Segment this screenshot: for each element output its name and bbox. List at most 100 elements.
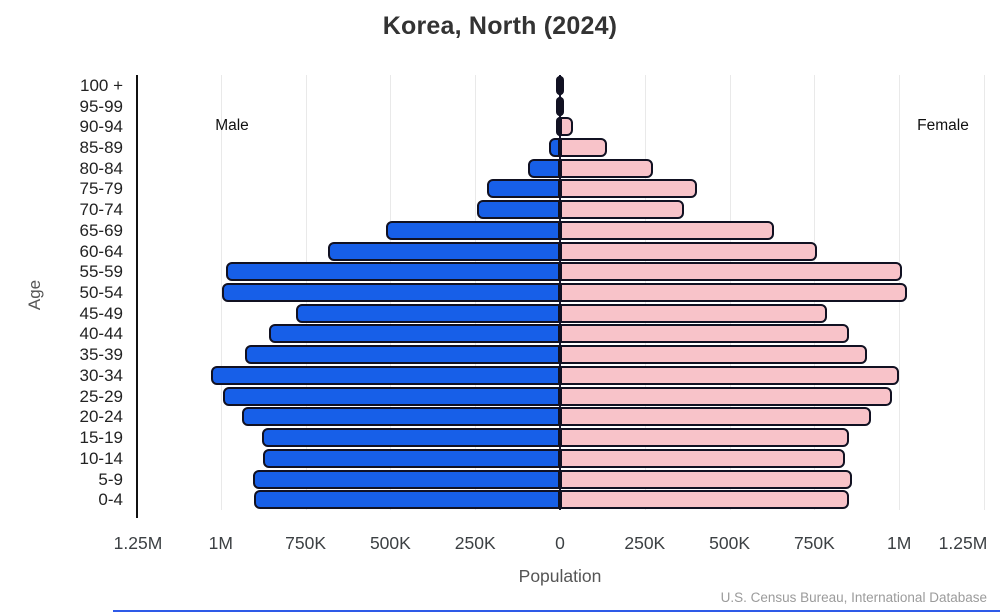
female-bar-0-4 <box>560 490 849 510</box>
male-bar-0-4 <box>253 490 560 510</box>
age-group-label: 40-44 <box>79 324 123 344</box>
pyramid-bars <box>137 75 985 510</box>
gridline <box>220 75 222 510</box>
male-bar-10-14 <box>263 448 560 468</box>
male-bar-35-39 <box>245 345 560 365</box>
pyramid-row <box>137 199 985 220</box>
source-attribution: U.S. Census Bureau, International Databa… <box>720 590 987 605</box>
male-bar-90-94 <box>556 117 560 137</box>
pyramid-row <box>137 158 985 179</box>
age-group-label: 85-89 <box>79 138 123 158</box>
pyramid-row <box>137 344 985 365</box>
pyramid-row <box>137 261 985 282</box>
male-bar-60-64 <box>327 241 560 261</box>
y-axis-line <box>136 75 138 518</box>
pyramid-row <box>137 137 985 158</box>
male-bar-25-29 <box>222 386 560 406</box>
female-bar-30-34 <box>560 365 899 385</box>
population-tick-label: 1M <box>887 533 912 553</box>
age-group-label: 70-74 <box>79 200 123 220</box>
age-group-label: 45-49 <box>79 303 123 323</box>
population-tick-label: 250K <box>624 533 666 553</box>
pyramid-row <box>137 365 985 386</box>
age-group-label: 15-19 <box>79 428 123 448</box>
population-tick-label: 750K <box>793 533 835 553</box>
population-tick-label: 750K <box>285 533 327 553</box>
age-group-label: 60-64 <box>79 241 123 261</box>
population-tick-label: 500K <box>709 533 751 553</box>
female-series-label: Female <box>917 117 969 134</box>
pyramid-row <box>137 75 985 96</box>
female-bar-35-39 <box>560 345 867 365</box>
population-tick-label: 1.25M <box>938 533 988 553</box>
population-pyramid-chart <box>136 75 985 510</box>
age-group-label: 0-4 <box>98 490 123 510</box>
population-tick-label: 1M <box>208 533 233 553</box>
female-bar-50-54 <box>560 283 907 303</box>
population-axis-tick-labels: 1.25M 1M 750K 500K 250K 0 250K 500K 750K 1M 1.25M <box>0 533 1000 557</box>
pyramid-row <box>137 96 985 117</box>
pyramid-row <box>137 427 985 448</box>
age-group-label: 65-69 <box>79 220 123 240</box>
male-bar-45-49 <box>296 303 560 323</box>
age-group-label: 50-54 <box>79 283 123 303</box>
male-bar-100+ <box>556 75 560 95</box>
female-bar-20-24 <box>560 407 871 427</box>
age-group-label: 25-29 <box>79 386 123 406</box>
female-bar-55-59 <box>560 262 902 282</box>
pyramid-row <box>137 469 985 490</box>
age-group-label: 10-14 <box>79 448 123 468</box>
age-group-label: 35-39 <box>79 345 123 365</box>
male-bar-80-84 <box>527 158 560 178</box>
female-bar-25-29 <box>560 386 893 406</box>
male-bar-65-69 <box>386 220 560 240</box>
pyramid-row <box>137 324 985 345</box>
pyramid-row <box>137 407 985 428</box>
age-group-label: 75-79 <box>79 179 123 199</box>
male-series-label: Male <box>215 117 249 134</box>
female-bar-5-9 <box>560 469 852 489</box>
pyramid-row <box>137 116 985 137</box>
gridline <box>984 75 985 510</box>
male-bar-5-9 <box>253 469 560 489</box>
age-group-label: 95-99 <box>79 96 123 116</box>
female-bar-75-79 <box>560 179 698 199</box>
pyramid-row <box>137 386 985 407</box>
male-bar-75-79 <box>487 179 560 199</box>
male-bar-30-34 <box>210 365 560 385</box>
male-bar-20-24 <box>242 407 560 427</box>
male-bar-70-74 <box>476 200 560 220</box>
female-bar-95-99 <box>560 96 564 116</box>
male-bar-55-59 <box>225 262 560 282</box>
male-bar-15-19 <box>261 428 560 448</box>
pyramid-row <box>137 282 985 303</box>
pyramid-row <box>137 448 985 469</box>
female-bar-65-69 <box>560 220 774 240</box>
age-group-label: 5-9 <box>98 469 123 489</box>
pyramid-row <box>137 241 985 262</box>
female-bar-85-89 <box>560 138 608 158</box>
age-axis-tick-labels: 100 +95-99 90-94 85-89 80-84 75-79 70-74 65-69… <box>0 75 130 510</box>
female-bar-60-64 <box>560 241 818 261</box>
pyramid-row <box>137 303 985 324</box>
population-tick-label: 500K <box>369 533 411 553</box>
male-bar-40-44 <box>269 324 560 344</box>
population-tick-label: 0 <box>555 533 565 553</box>
pyramid-row <box>137 220 985 241</box>
pyramid-row <box>137 179 985 200</box>
female-bar-90-94 <box>560 117 573 137</box>
female-bar-40-44 <box>560 324 849 344</box>
female-bar-80-84 <box>560 158 654 178</box>
female-bar-10-14 <box>560 448 845 468</box>
female-bar-70-74 <box>560 200 684 220</box>
pyramid-row <box>137 489 985 510</box>
age-group-label: 20-24 <box>79 407 123 427</box>
age-group-label: 80-84 <box>79 158 123 178</box>
male-bar-50-54 <box>221 283 560 303</box>
population-tick-label: 250K <box>454 533 496 553</box>
female-bar-100+ <box>560 75 564 95</box>
male-bar-95-99 <box>556 96 560 116</box>
age-group-label: 100 + <box>79 75 123 95</box>
age-group-label: 30-34 <box>79 365 123 385</box>
